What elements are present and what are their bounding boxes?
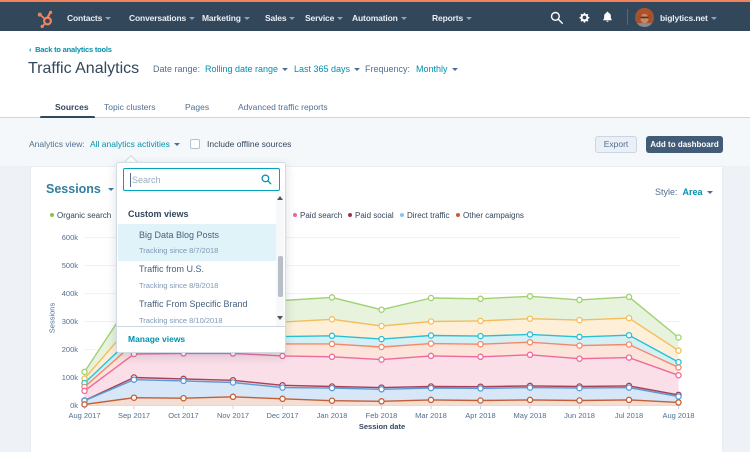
- svg-text:May 2018: May 2018: [514, 411, 547, 420]
- svg-text:Sep 2017: Sep 2017: [118, 411, 150, 420]
- svg-text:400k: 400k: [62, 289, 79, 298]
- svg-text:Apr 2018: Apr 2018: [465, 411, 495, 420]
- svg-text:Jul 2018: Jul 2018: [615, 411, 643, 420]
- svg-text:Dec 2017: Dec 2017: [266, 411, 298, 420]
- svg-text:600k: 600k: [62, 233, 79, 242]
- svg-text:0k: 0k: [70, 401, 78, 410]
- svg-text:Aug 2017: Aug 2017: [68, 411, 100, 420]
- svg-text:Mar 2018: Mar 2018: [415, 411, 447, 420]
- svg-text:500k: 500k: [62, 261, 79, 270]
- svg-text:Aug 2018: Aug 2018: [662, 411, 694, 420]
- svg-text:100k: 100k: [62, 373, 79, 382]
- svg-text:Feb 2018: Feb 2018: [366, 411, 398, 420]
- svg-text:200k: 200k: [62, 345, 79, 354]
- svg-text:Session date: Session date: [359, 422, 405, 431]
- svg-text:Oct 2017: Oct 2017: [168, 411, 198, 420]
- svg-text:Nov 2017: Nov 2017: [217, 411, 249, 420]
- svg-text:Jan 2018: Jan 2018: [317, 411, 348, 420]
- svg-text:Jun 2018: Jun 2018: [564, 411, 595, 420]
- svg-text:Sessions: Sessions: [48, 303, 57, 334]
- svg-text:300k: 300k: [62, 317, 79, 326]
